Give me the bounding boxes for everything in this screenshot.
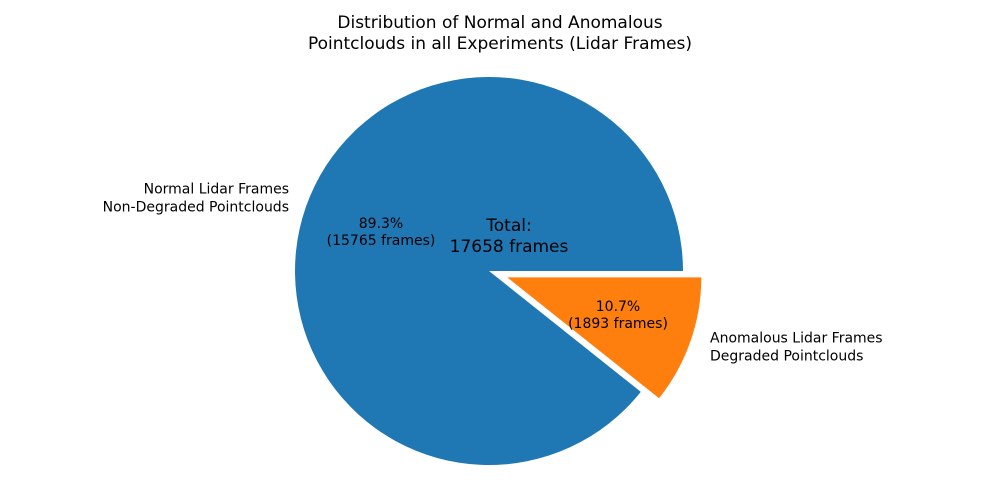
pct-label-anomalous: 10.7% (1893 frames) — [568, 299, 668, 332]
slice-label-anomalous: Anomalous Lidar Frames Degraded Pointclo… — [710, 330, 883, 365]
chart-title: Distribution of Normal and Anomalous Poi… — [307, 13, 693, 54]
pie-slice-anomalous-exploded — [507, 277, 702, 399]
total-annotation: Total: 17658 frames — [449, 216, 569, 257]
pct-label-normal: 89.3% (15765 frames) — [326, 216, 436, 249]
slice-label-normal: Normal Lidar Frames Non-Degraded Pointcl… — [102, 181, 289, 216]
pie-slice-normal — [294, 76, 683, 465]
